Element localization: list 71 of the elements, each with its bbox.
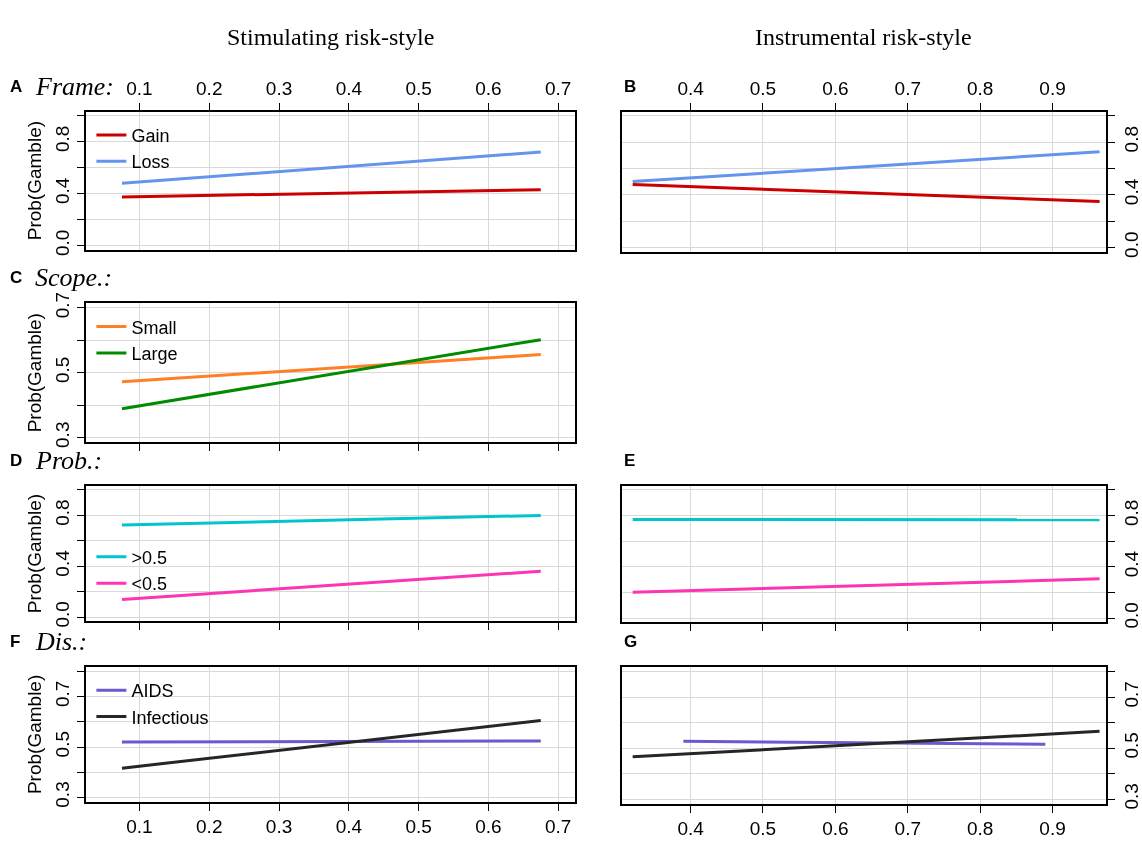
y-tick-label: 0.0 — [1120, 602, 1142, 629]
chart-title: Frame: — [35, 72, 114, 101]
x-tick-label: 0.4 — [335, 78, 363, 100]
chart-title: Dis.: — [35, 627, 88, 656]
legend-label: AIDS — [131, 681, 174, 702]
x-tick-label: 0.7 — [894, 818, 921, 840]
y-tick-label: 0.4 — [52, 177, 74, 204]
y-axis-title: Prob(Gamble) — [23, 313, 45, 433]
y-axis-title: Prob(Gamble) — [23, 493, 45, 614]
x-tick-label: 0.8 — [966, 818, 994, 840]
text: Instrumental risk-style — [755, 24, 972, 50]
x-tick-label: 0.4 — [677, 78, 705, 100]
text: D — [10, 451, 23, 470]
x-tick-label: 0.1 — [126, 78, 153, 100]
x-tick-label: 0.2 — [196, 78, 223, 100]
y-tick-label: 0.5 — [52, 356, 74, 384]
text: B — [624, 77, 637, 96]
y-tick-label: 0.5 — [52, 730, 74, 758]
chart-title: Scope.: — [35, 263, 113, 292]
y-tick-label: 0.3 — [1120, 783, 1142, 810]
y-tick-label: 0.4 — [52, 549, 74, 577]
x-tick-label: 0.9 — [1039, 78, 1066, 100]
y-tick-label: 0.5 — [1120, 732, 1142, 759]
x-tick-label: 0.3 — [265, 816, 293, 838]
legend-label: Small — [131, 317, 177, 338]
x-tick-label: 0.6 — [822, 78, 849, 100]
x-tick-label: 0.7 — [894, 78, 921, 100]
y-tick-label: 0.7 — [52, 680, 74, 708]
y-tick-label: 0.7 — [52, 291, 74, 319]
x-tick-label: 0.1 — [126, 816, 153, 838]
x-tick-label: 0.8 — [966, 78, 994, 100]
text: E — [624, 451, 636, 470]
y-tick-label: 0.3 — [52, 781, 74, 808]
x-tick-label: 0.2 — [196, 816, 223, 838]
x-tick-label: 0.5 — [405, 78, 432, 100]
x-tick-label: 0.5 — [749, 78, 777, 100]
y-tick-label: 0.8 — [52, 499, 74, 526]
text: Stimulating risk-style — [227, 24, 435, 50]
x-tick-label: 0.9 — [1039, 818, 1066, 840]
y-tick-label: 0.8 — [1120, 499, 1142, 526]
x-tick-label: 0.6 — [475, 816, 502, 838]
y-axis-title: Prob(Gamble) — [23, 674, 45, 795]
x-tick-label: 0.4 — [677, 818, 705, 840]
y-tick-label: 0.3 — [52, 421, 74, 448]
y-tick-label: 0.7 — [1120, 681, 1142, 708]
y-tick-label: 0.4 — [1120, 550, 1142, 578]
x-tick-label: 0.4 — [335, 816, 363, 838]
text: G — [624, 632, 638, 651]
x-tick-label: 0.5 — [749, 818, 777, 840]
text: C — [10, 268, 23, 287]
y-tick-label: 0.0 — [52, 229, 74, 257]
legend-label: Large — [131, 343, 178, 364]
text: A — [10, 77, 23, 96]
x-tick-label: 0.3 — [265, 78, 293, 100]
legend-label: >0.5 — [131, 547, 167, 568]
x-tick-label: 0.6 — [475, 78, 502, 100]
legend-label: Gain — [131, 125, 170, 146]
y-tick-label: 0.8 — [52, 125, 74, 152]
y-tick-label: 0.0 — [1120, 231, 1142, 258]
legend-label: <0.5 — [131, 574, 167, 595]
text: F — [10, 632, 21, 651]
legend-label: Infectious — [131, 707, 209, 728]
y-tick-label: 0.0 — [52, 601, 74, 628]
y-tick-label: 0.8 — [1120, 125, 1142, 153]
x-tick-label: 0.7 — [545, 816, 572, 838]
x-tick-label: 0.6 — [822, 818, 849, 840]
y-axis-title: Prob(Gamble) — [23, 120, 45, 241]
y-tick-label: 0.4 — [1120, 178, 1142, 206]
legend-label: Loss — [131, 152, 170, 173]
x-tick-label: 0.5 — [405, 816, 432, 838]
x-tick-label: 0.7 — [545, 78, 572, 100]
